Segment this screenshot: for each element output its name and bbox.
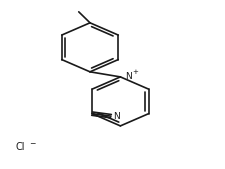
Text: N: N [113,112,120,121]
Text: +: + [132,69,138,75]
Text: −: − [29,139,36,149]
Text: N: N [125,71,132,81]
Text: Cl: Cl [16,142,25,152]
